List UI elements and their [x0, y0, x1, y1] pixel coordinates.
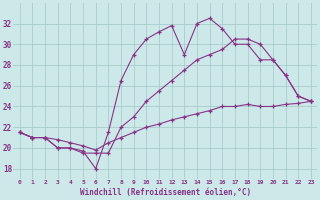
X-axis label: Windchill (Refroidissement éolien,°C): Windchill (Refroidissement éolien,°C) — [80, 188, 251, 197]
